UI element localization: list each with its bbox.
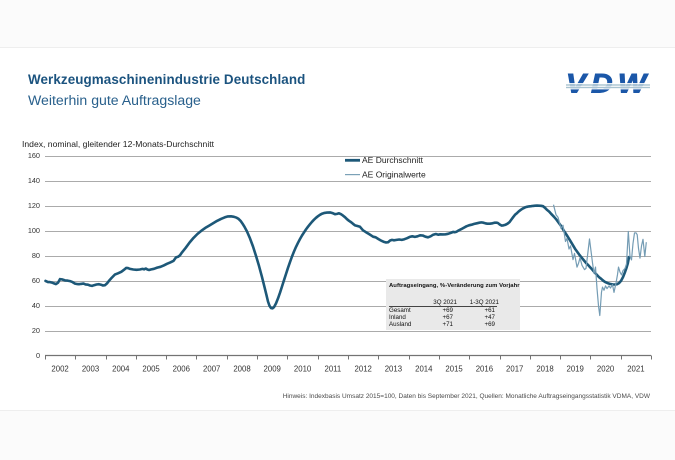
- svg-text:140: 140: [28, 176, 40, 185]
- svg-text:VDW: VDW: [566, 68, 651, 98]
- svg-text:2013: 2013: [385, 365, 402, 374]
- svg-text:2012: 2012: [355, 365, 372, 374]
- svg-text:2002: 2002: [51, 365, 68, 374]
- svg-text:2015: 2015: [445, 365, 463, 374]
- svg-text:2010: 2010: [294, 365, 312, 374]
- svg-text:80: 80: [32, 251, 40, 260]
- svg-text:2011: 2011: [325, 365, 342, 374]
- svg-text:120: 120: [28, 201, 40, 210]
- svg-text:2014: 2014: [415, 365, 433, 374]
- svg-text:2006: 2006: [173, 365, 190, 374]
- svg-text:100: 100: [28, 226, 40, 235]
- svg-text:2007: 2007: [203, 365, 220, 374]
- svg-text:2021: 2021: [627, 365, 644, 374]
- svg-text:2003: 2003: [82, 365, 99, 374]
- svg-text:2005: 2005: [142, 365, 160, 374]
- svg-text:2008: 2008: [233, 365, 250, 374]
- svg-text:AE Originalwerte: AE Originalwerte: [362, 170, 426, 180]
- svg-text:20: 20: [32, 326, 40, 335]
- svg-text:40: 40: [32, 301, 40, 310]
- svg-text:160: 160: [28, 151, 40, 160]
- svg-text:2016: 2016: [476, 365, 493, 374]
- svg-text:2019: 2019: [567, 365, 584, 374]
- svg-text:2004: 2004: [112, 365, 130, 374]
- svg-text:2009: 2009: [264, 365, 281, 374]
- svg-text:60: 60: [32, 276, 40, 285]
- svg-text:2018: 2018: [536, 365, 553, 374]
- svg-text:AE Durchschnitt: AE Durchschnitt: [362, 155, 424, 165]
- svg-text:0: 0: [36, 351, 40, 360]
- svg-text:2017: 2017: [506, 365, 523, 374]
- svg-text:2020: 2020: [597, 365, 615, 374]
